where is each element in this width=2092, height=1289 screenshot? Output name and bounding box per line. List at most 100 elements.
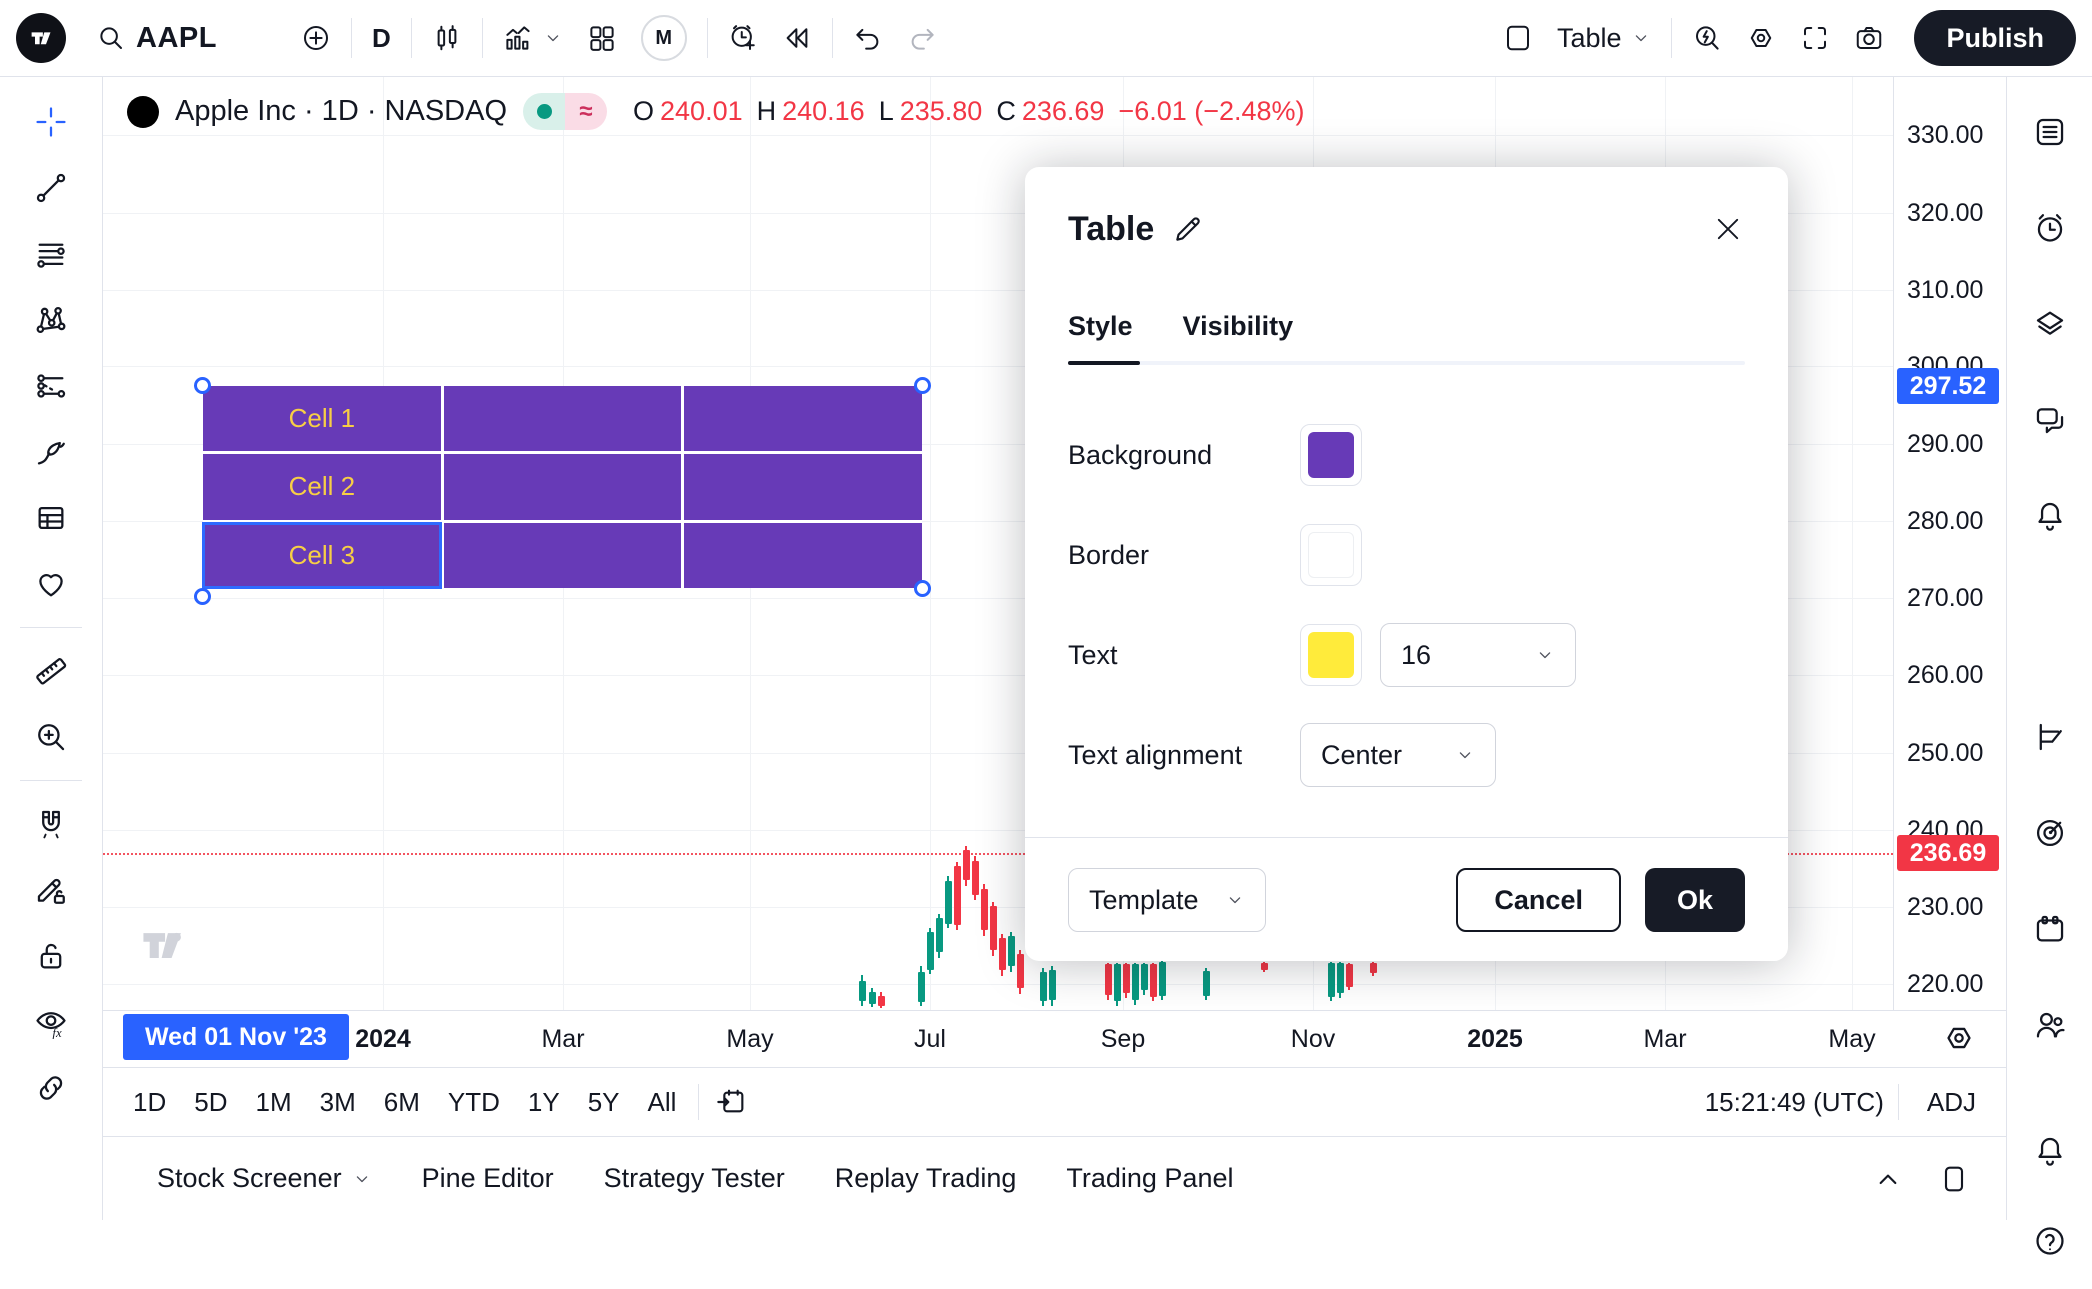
text-alignment-select[interactable]: Center bbox=[1300, 723, 1496, 787]
layout-name-dropdown[interactable]: Table bbox=[1545, 12, 1664, 64]
resize-handle-0[interactable] bbox=[194, 377, 211, 394]
undo-button[interactable] bbox=[841, 12, 895, 64]
range-6m[interactable]: 6M bbox=[383, 1086, 420, 1117]
tool-lock-open[interactable] bbox=[21, 926, 81, 986]
close-button[interactable] bbox=[1711, 212, 1745, 246]
tool-link[interactable] bbox=[21, 1058, 81, 1118]
tool-magnet[interactable] bbox=[21, 794, 81, 854]
range-1m[interactable]: 1M bbox=[255, 1086, 292, 1117]
tool-xabcd-pattern[interactable] bbox=[21, 290, 81, 350]
font-size-select[interactable]: 16 bbox=[1380, 623, 1576, 687]
maximize-panel-button[interactable] bbox=[1938, 1163, 1970, 1195]
resize-handle-2[interactable] bbox=[194, 588, 211, 605]
tradingview-logo[interactable] bbox=[16, 13, 66, 63]
resize-handle-3[interactable] bbox=[914, 580, 931, 597]
table-cell-r2c3[interactable] bbox=[684, 454, 922, 520]
tool-pencil-lock[interactable] bbox=[21, 860, 81, 920]
table-drawing[interactable]: Cell 1 Cell 2 Cell 3 bbox=[194, 377, 931, 605]
tab-visibility[interactable]: Visibility bbox=[1182, 310, 1294, 341]
range-3m[interactable]: 3M bbox=[319, 1086, 356, 1117]
border-color-picker[interactable] bbox=[1300, 524, 1362, 586]
template-select[interactable]: Template bbox=[1068, 868, 1266, 932]
alert-add-button[interactable] bbox=[716, 12, 770, 64]
bell-icon bbox=[2033, 1134, 2067, 1168]
footer-tab-replay-trading[interactable]: Replay Trading bbox=[817, 1153, 1035, 1204]
panel-bell[interactable] bbox=[2020, 486, 2080, 546]
adj-toggle[interactable]: ADJ bbox=[1926, 1086, 1976, 1117]
range-ytd[interactable]: YTD bbox=[447, 1086, 500, 1117]
tool-zoom-in[interactable] bbox=[21, 707, 81, 767]
range-1y[interactable]: 1Y bbox=[527, 1086, 560, 1117]
rename-button[interactable] bbox=[1172, 213, 1204, 245]
expand-panel-button[interactable] bbox=[1872, 1163, 1904, 1195]
candle-body bbox=[1369, 963, 1377, 973]
bar-replay-button[interactable] bbox=[770, 12, 824, 64]
ok-button[interactable]: Ok bbox=[1644, 868, 1745, 932]
footer-tab-trading-panel[interactable]: Trading Panel bbox=[1048, 1153, 1251, 1204]
market-status-pill[interactable]: ≈ bbox=[523, 93, 607, 130]
indicator-templates-button[interactable]: M bbox=[629, 12, 699, 64]
save-layout-button[interactable] bbox=[1491, 12, 1545, 64]
tool-ruler[interactable] bbox=[21, 641, 81, 701]
snapshot-button[interactable] bbox=[1842, 12, 1896, 64]
go-to-date-button[interactable] bbox=[707, 1076, 755, 1128]
table-cell-r1c2[interactable] bbox=[443, 386, 682, 452]
tool-horizontal-lines[interactable] bbox=[21, 224, 81, 284]
range-all[interactable]: All bbox=[647, 1086, 677, 1117]
indicators-button[interactable] bbox=[491, 12, 575, 64]
tool-table-tool[interactable] bbox=[21, 488, 81, 548]
table-cell-r3c2[interactable] bbox=[443, 522, 682, 588]
layout-grid-button[interactable] bbox=[575, 12, 629, 64]
publish-button[interactable]: Publish bbox=[1914, 10, 2076, 66]
calendar-icon bbox=[2033, 912, 2067, 946]
panel-help[interactable] bbox=[2020, 1211, 2080, 1271]
chart-type-button[interactable] bbox=[420, 12, 474, 64]
panel-calendar[interactable] bbox=[2020, 899, 2080, 959]
footer-tab-pine-editor[interactable]: Pine Editor bbox=[404, 1153, 572, 1204]
text-color-picker[interactable] bbox=[1300, 624, 1362, 686]
tool-eye-fx[interactable]: fx bbox=[21, 992, 81, 1052]
tool-crosshair[interactable] bbox=[21, 92, 81, 152]
table-cell-r3c1[interactable]: Cell 3 bbox=[202, 521, 442, 590]
panel-layers[interactable] bbox=[2020, 294, 2080, 354]
resize-handle-1[interactable] bbox=[914, 377, 931, 394]
tab-style[interactable]: Style bbox=[1068, 310, 1133, 341]
table-cell-r2c2[interactable] bbox=[443, 454, 682, 520]
time-scale-settings[interactable] bbox=[1942, 1021, 1976, 1055]
tool-heart[interactable] bbox=[21, 554, 81, 614]
table-cell-r2c1[interactable]: Cell 2 bbox=[203, 454, 441, 520]
panel-alarm[interactable] bbox=[2020, 198, 2080, 258]
range-1d[interactable]: 1D bbox=[133, 1086, 167, 1117]
legend-title[interactable]: Apple Inc · 1D · NASDAQ bbox=[175, 95, 507, 127]
table-cell-r3c3[interactable] bbox=[684, 522, 922, 588]
tool-projection[interactable] bbox=[21, 356, 81, 416]
divider bbox=[1897, 1084, 1899, 1120]
time-scale[interactable]: Wed 01 Nov '23 2024 Mar May Jul Sep Nov 2025 Ma… bbox=[103, 1010, 2006, 1067]
quick-search-button[interactable] bbox=[1680, 12, 1734, 64]
table-cell-r1c1[interactable]: Cell 1 bbox=[203, 386, 441, 452]
clock[interactable]: 15:21:49 (UTC) bbox=[1704, 1086, 1884, 1117]
footer-tab-stock-screener[interactable]: Stock Screener bbox=[139, 1153, 390, 1204]
tool-trend-line[interactable] bbox=[21, 158, 81, 218]
panel-dom[interactable] bbox=[2020, 707, 2080, 767]
quick-lightning-icon bbox=[1692, 23, 1722, 53]
panel-radar[interactable] bbox=[2020, 803, 2080, 863]
range-5d[interactable]: 5D bbox=[194, 1086, 228, 1117]
redo-button[interactable] bbox=[895, 12, 949, 64]
panel-people[interactable] bbox=[2020, 995, 2080, 1055]
cancel-button[interactable]: Cancel bbox=[1456, 868, 1621, 932]
fullscreen-button[interactable] bbox=[1788, 12, 1842, 64]
panel-chat[interactable] bbox=[2020, 390, 2080, 450]
chart-settings-button[interactable] bbox=[1734, 12, 1788, 64]
panel-watchlist[interactable] bbox=[2020, 102, 2080, 162]
symbol-search-button[interactable]: AAPL bbox=[84, 12, 229, 64]
table-cell-r1c3[interactable] bbox=[684, 386, 922, 452]
panel-bell[interactable] bbox=[2020, 1121, 2080, 1181]
price-scale[interactable]: 330.00 320.00 310.00 300.00 290.00 280.00 270.… bbox=[1893, 77, 2006, 1010]
footer-tab-strategy-tester[interactable]: Strategy Tester bbox=[586, 1153, 803, 1204]
interval-button[interactable]: D bbox=[371, 22, 391, 53]
compare-add-button[interactable] bbox=[289, 12, 343, 64]
background-color-picker[interactable] bbox=[1300, 424, 1362, 486]
range-5y[interactable]: 5Y bbox=[587, 1086, 620, 1117]
tool-brush[interactable] bbox=[21, 422, 81, 482]
